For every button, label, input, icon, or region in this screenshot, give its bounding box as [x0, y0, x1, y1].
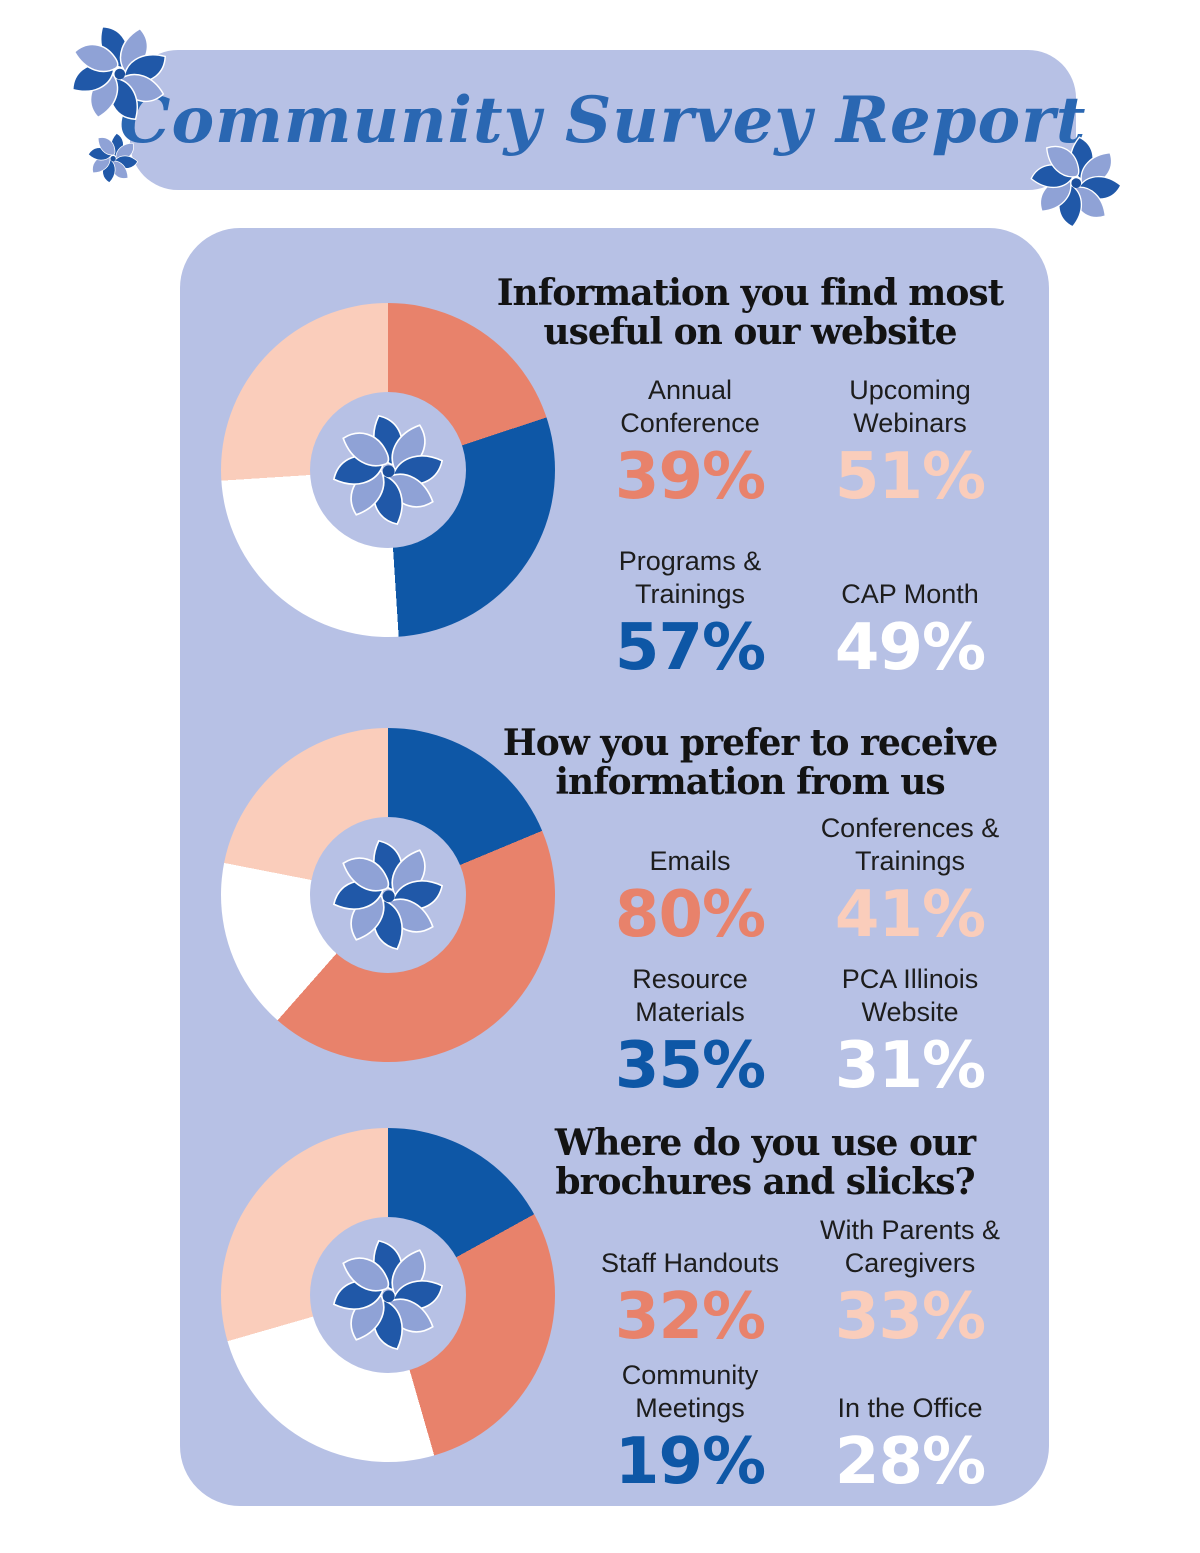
header-banner: Community Survey Report	[120, 50, 1085, 190]
stat-label: Programs & Trainings	[618, 545, 762, 609]
stat-value: 39%	[614, 439, 766, 514]
section-website-info: Information you find most useful on our …	[460, 274, 1040, 682]
pinwheel-flower-icon	[62, 16, 176, 130]
stat-label: Annual Conference	[620, 374, 760, 438]
pinwheel-flower-icon	[333, 840, 443, 950]
section-title: Where do you use our brochures and slick…	[554, 1122, 976, 1203]
stat-value: 35%	[614, 1028, 766, 1103]
section-brochures: Where do you use our brochures and slick…	[460, 1124, 1040, 1496]
stat-parents-caregivers: With Parents & Caregivers 33%	[800, 1214, 1020, 1351]
donut-chart-website-info	[221, 303, 555, 637]
stat-label: Community Meetings	[621, 1359, 759, 1423]
stat-label: PCA Illinois Website	[841, 963, 979, 1027]
report-panel: Information you find most useful on our …	[180, 228, 1049, 1506]
stat-label: In the Office	[837, 1392, 983, 1423]
stat-value: 19%	[614, 1424, 766, 1499]
donut-chart-receive-info	[221, 728, 555, 1062]
stat-value: 32%	[614, 1279, 766, 1354]
pinwheel-flower-icon	[333, 415, 443, 525]
donut-chart-brochures	[221, 1128, 555, 1462]
stat-annual-conference: Annual Conference 39%	[580, 374, 800, 511]
stat-programs-trainings: Programs & Trainings 57%	[580, 545, 800, 682]
stat-value: 33%	[834, 1279, 986, 1354]
stats-grid: Emails 80% Conferences & Trainings 41% R…	[580, 812, 1020, 1100]
donut-hole	[310, 392, 466, 548]
pinwheel-flower-icon	[333, 1240, 443, 1350]
stat-community-meetings: Community Meetings 19%	[580, 1359, 800, 1496]
stat-upcoming-webinars: Upcoming Webinars 51%	[800, 374, 1020, 511]
stats-grid: Annual Conference 39% Upcoming Webinars …	[580, 374, 1020, 682]
stat-staff-handouts: Staff Handouts 32%	[580, 1214, 800, 1351]
stat-value: 31%	[834, 1028, 986, 1103]
stat-emails: Emails 80%	[580, 812, 800, 949]
stat-label: Conferences & Trainings	[820, 812, 1000, 876]
stat-label: Emails	[649, 845, 731, 876]
stats-grid: Staff Handouts 32% With Parents & Caregi…	[580, 1214, 1020, 1496]
stat-label: Staff Handouts	[600, 1247, 780, 1278]
stat-pca-website: PCA Illinois Website 31%	[800, 963, 1020, 1100]
stat-value: 80%	[614, 877, 766, 952]
section-title: Information you find most useful on our …	[496, 272, 1005, 353]
stat-value: 28%	[834, 1424, 986, 1499]
stat-label: Resource Materials	[632, 963, 748, 1027]
stat-label: With Parents & Caregivers	[819, 1214, 1001, 1278]
stat-conferences-trainings: Conferences & Trainings 41%	[800, 812, 1020, 949]
donut-hole	[310, 1217, 466, 1373]
stat-label: Upcoming Webinars	[849, 374, 971, 438]
stat-value: 49%	[834, 610, 986, 685]
section-title: How you prefer to receive information fr…	[502, 722, 999, 803]
donut-hole	[310, 817, 466, 973]
stat-value: 51%	[834, 439, 986, 514]
stat-resource-materials: Resource Materials 35%	[580, 963, 800, 1100]
stat-cap-month: CAP Month 49%	[800, 545, 1020, 682]
stat-label: CAP Month	[841, 578, 979, 609]
stat-in-the-office: In the Office 28%	[800, 1359, 1020, 1496]
stat-value: 57%	[614, 610, 766, 685]
page-title: Community Survey Report	[119, 82, 1087, 158]
section-receive-info: How you prefer to receive information fr…	[460, 724, 1040, 1100]
stat-value: 41%	[834, 877, 986, 952]
